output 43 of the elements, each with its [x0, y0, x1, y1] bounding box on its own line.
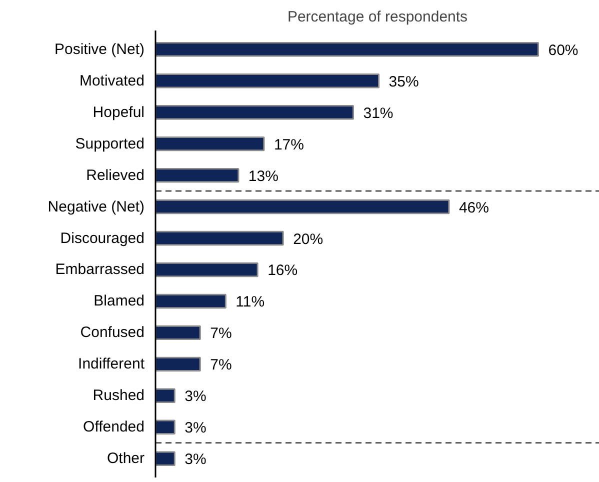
- y-tick-label: Rushed: [92, 387, 144, 404]
- bar: [156, 168, 240, 183]
- data-label: 16%: [268, 262, 298, 280]
- y-tick-label: Negative (Net): [48, 198, 145, 216]
- y-tick-label: Indifferent: [78, 356, 146, 373]
- bar: [156, 388, 176, 404]
- data-label: 17%: [274, 136, 304, 154]
- bar: [156, 104, 354, 120]
- data-label: 7%: [210, 325, 232, 342]
- chart-title: Percentage of respondents: [287, 8, 468, 26]
- data-label: 3%: [184, 420, 206, 437]
- y-tick-label: Supported: [75, 135, 145, 152]
- data-label: 46%: [458, 199, 489, 216]
- data-label: 13%: [248, 168, 278, 185]
- bar: [156, 325, 201, 340]
- bar: [156, 451, 176, 466]
- y-tick-label: Hopeful: [92, 104, 144, 121]
- bar: [156, 74, 380, 88]
- y-tick-label: Confused: [80, 324, 145, 342]
- data-label: 35%: [388, 73, 419, 90]
- bar: [156, 294, 226, 309]
- data-label: 3%: [184, 451, 206, 468]
- bar: [156, 230, 284, 246]
- bar: [156, 42, 540, 57]
- y-tick-label: Relieved: [86, 166, 145, 184]
- y-tick-label: Motivated: [79, 72, 145, 90]
- bar: [156, 420, 176, 434]
- data-label: 20%: [293, 230, 324, 248]
- bar: [156, 356, 201, 372]
- data-label: 3%: [184, 388, 206, 406]
- data-label: 31%: [363, 104, 394, 122]
- y-tick-label: Blamed: [94, 292, 144, 310]
- y-tick-label: Embarrassed: [55, 261, 144, 278]
- data-label: 7%: [210, 356, 232, 374]
- y-tick-label: Offended: [83, 418, 145, 436]
- data-label: 11%: [236, 294, 265, 311]
- y-tick-label: Other: [106, 450, 145, 468]
- data-label: 60%: [548, 42, 578, 59]
- bar: [156, 262, 258, 278]
- y-tick-label: Positive (Net): [54, 40, 145, 58]
- y-tick-label: Discouraged: [60, 230, 145, 247]
- bar: [156, 136, 265, 152]
- bar: [156, 199, 450, 214]
